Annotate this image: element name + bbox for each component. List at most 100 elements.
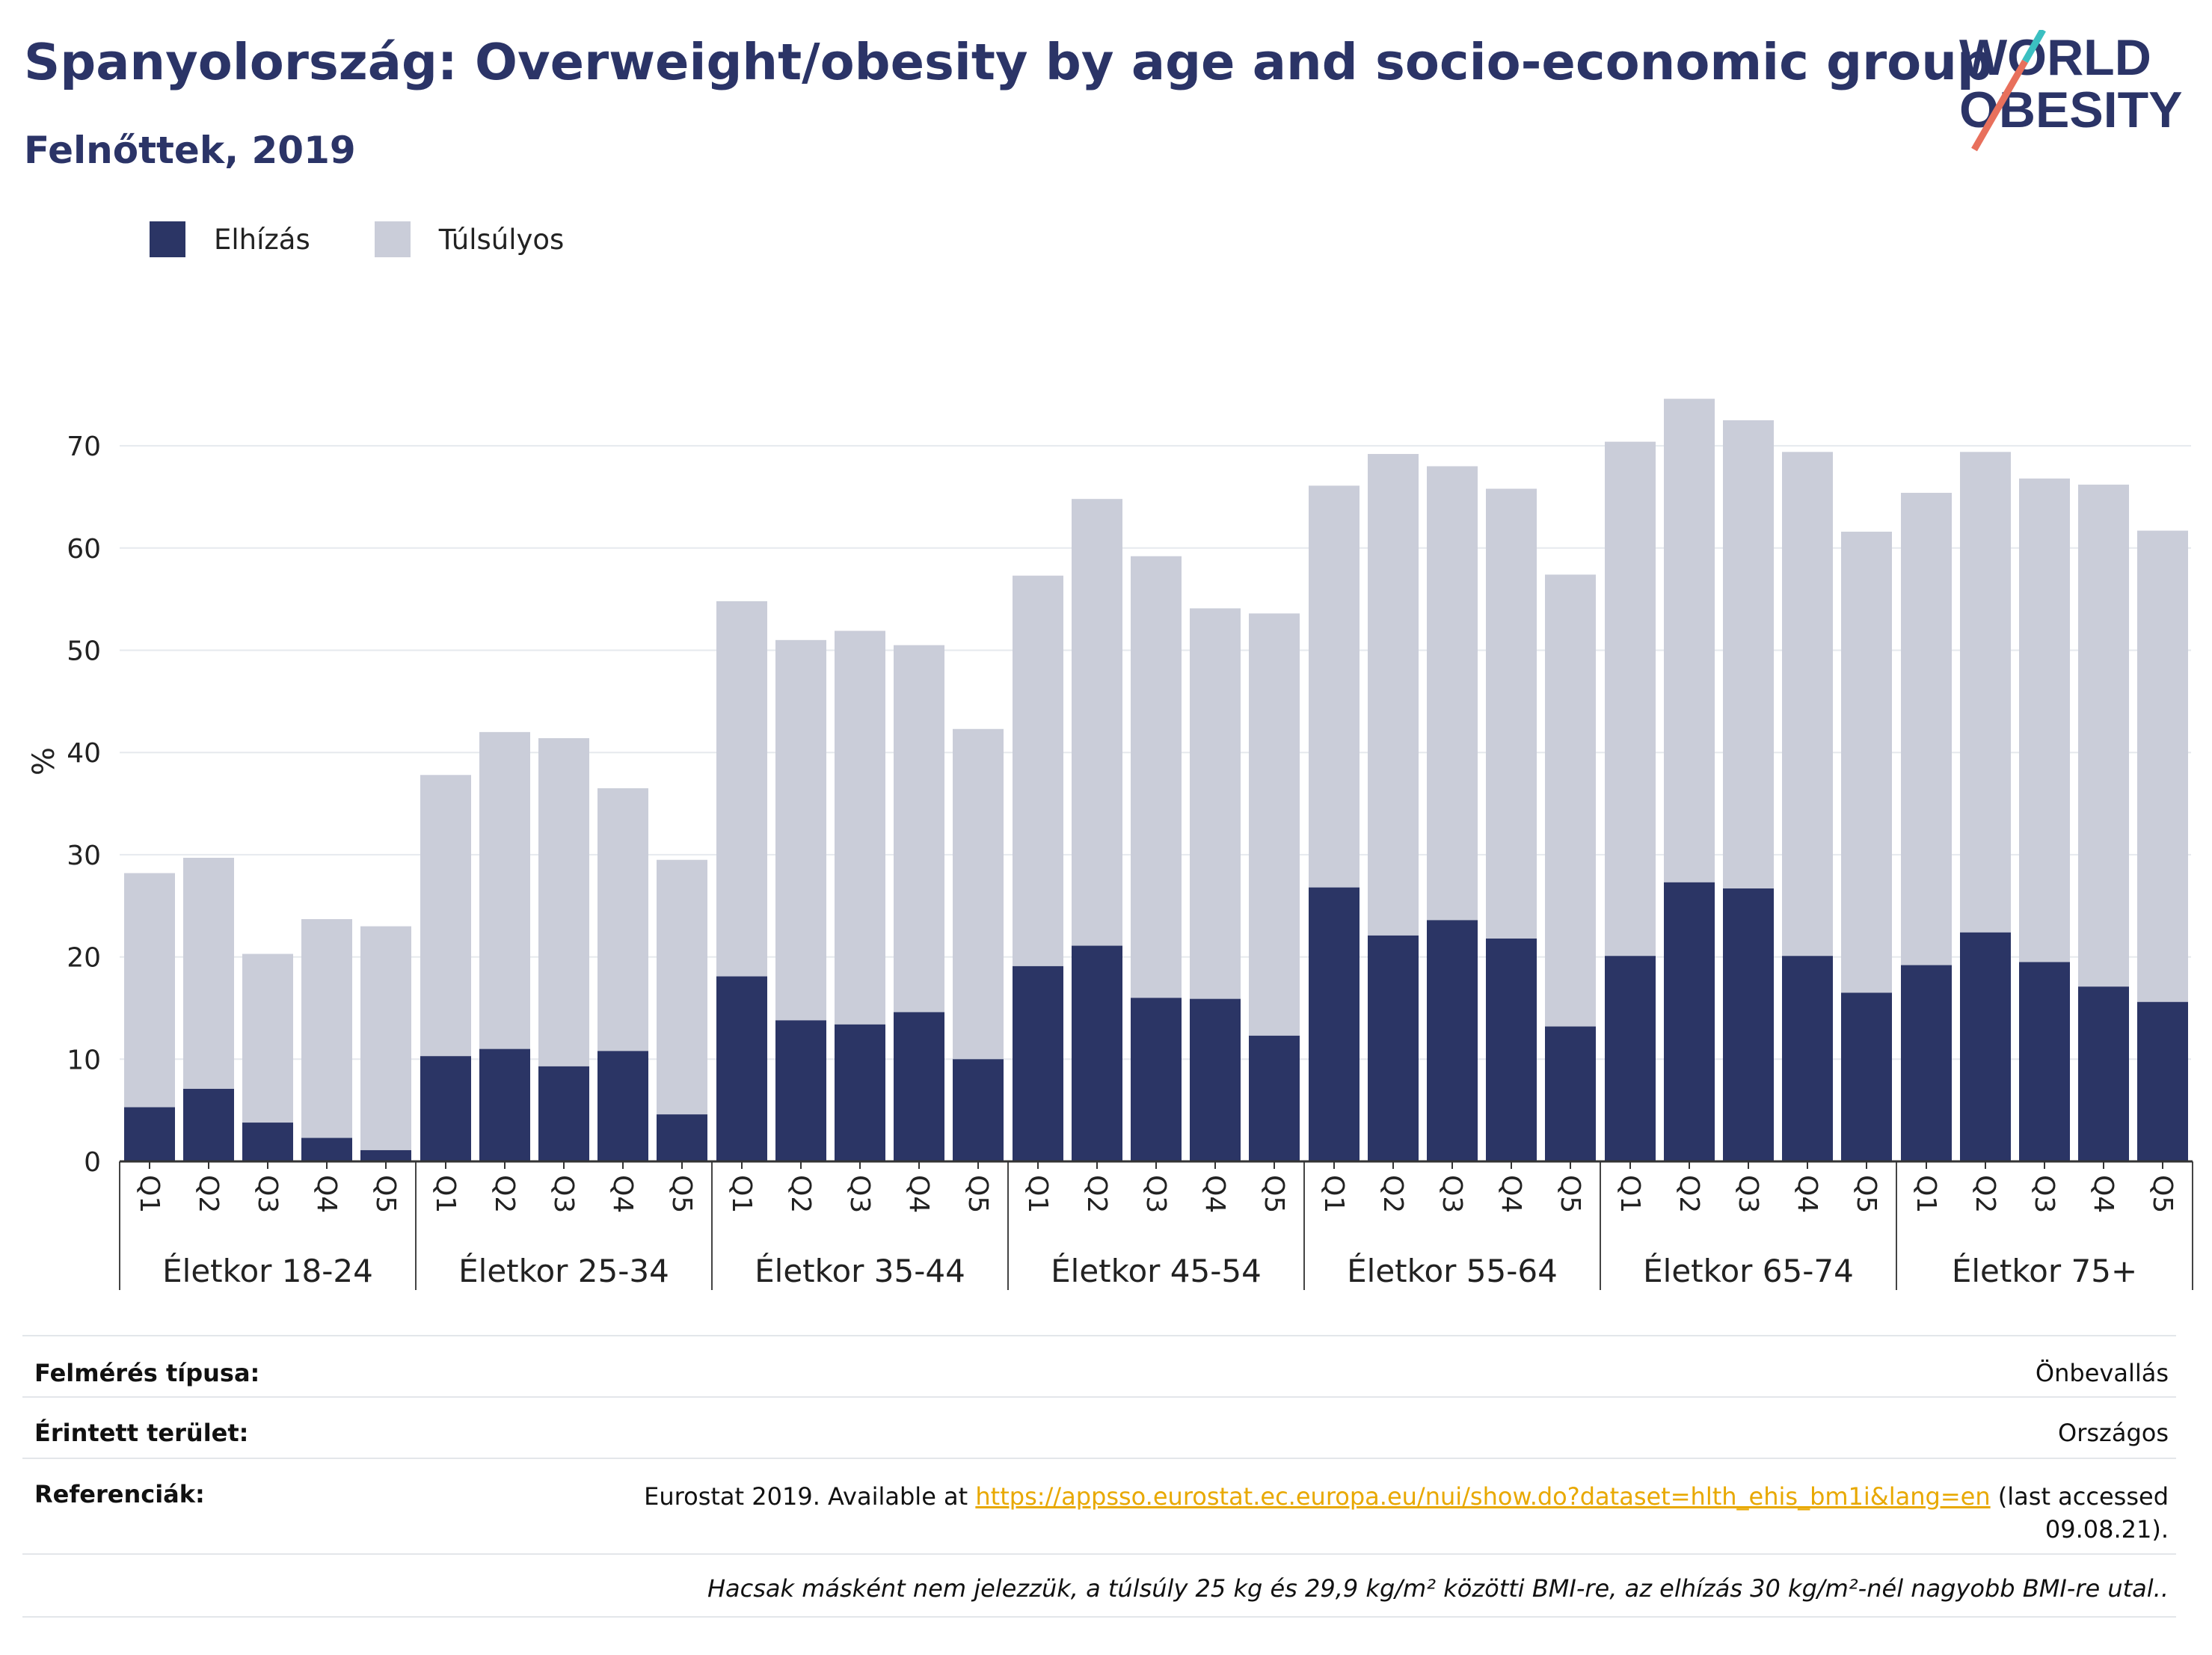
bar-obesity (1427, 920, 1478, 1161)
info-row-area: Érintett terület: Országos (22, 1396, 2176, 1459)
legend-swatch-overweight (374, 221, 411, 257)
bar-overweight (1309, 485, 1360, 888)
x-category-label: Q5 (2147, 1175, 2178, 1213)
bar-overweight (835, 630, 885, 1025)
x-group-label: Életkor 55-64 (1347, 1252, 1558, 1289)
x-category-label: Q5 (1851, 1175, 1881, 1213)
x-category-label: Q4 (1792, 1175, 1822, 1213)
x-category-label: Q3 (844, 1175, 875, 1213)
x-group-label: Életkor 25-34 (458, 1252, 669, 1289)
bar-overweight (1368, 454, 1419, 936)
info-key-area: Érintett terület: (34, 1419, 249, 1447)
legend: Elhízás Túlsúlyos (150, 221, 609, 257)
bar-overweight (1960, 452, 2011, 933)
bar-obesity (420, 1056, 471, 1161)
info-key-references: Referenciák: (34, 1480, 205, 1508)
bar-obesity (1013, 965, 1063, 1161)
bar-obesity (479, 1048, 530, 1161)
x-category-label: Q4 (1199, 1175, 1230, 1213)
bar-obesity (183, 1088, 234, 1161)
bar-overweight (1545, 574, 1596, 1027)
bar-obesity (894, 1012, 944, 1161)
bar-obesity (835, 1024, 885, 1161)
bar-overweight (1782, 452, 1833, 957)
x-category-label: Q2 (1674, 1175, 1704, 1213)
bar-overweight (894, 645, 944, 1013)
bar-overweight (1427, 466, 1478, 921)
x-category-label: Q3 (548, 1175, 579, 1213)
info-value-references: Eurostat 2019. Available at https://apps… (644, 1480, 2169, 1546)
x-category-label: Q5 (370, 1175, 401, 1213)
x-category-label: Q2 (785, 1175, 816, 1213)
bar-obesity (953, 1059, 1004, 1161)
bar-obesity (1782, 956, 1833, 1161)
bar-obesity (1249, 1035, 1300, 1161)
logo-slash-teal (2022, 30, 2046, 64)
bar-overweight (1013, 575, 1063, 966)
bar-obesity (1841, 992, 1892, 1161)
bar-obesity (360, 1149, 411, 1161)
info-key-survey-type: Felmérés típusa: (34, 1359, 260, 1387)
bar-overweight (775, 639, 826, 1021)
y-axis-label: % (27, 747, 61, 776)
bar-obesity (242, 1123, 293, 1161)
bar-obesity (1368, 935, 1419, 1161)
x-category-label: Q1 (1022, 1175, 1053, 1213)
y-tick-label: 20 (67, 943, 101, 974)
x-category-label: Q5 (962, 1175, 993, 1213)
reference-prefix: Eurostat 2019. Available at (644, 1482, 976, 1511)
x-category-label: Q2 (193, 1175, 224, 1213)
y-tick-label: 0 (84, 1147, 101, 1178)
info-row-survey-type: Felmérés típusa: Önbevallás (22, 1335, 2176, 1398)
y-tick-label: 30 (67, 841, 101, 871)
bar-overweight (2078, 485, 2129, 987)
legend-label-overweight: Túlsúlyos (438, 223, 565, 256)
x-category-label: Q5 (666, 1175, 697, 1213)
x-group-label: Életkor 18-24 (162, 1252, 373, 1289)
bar-overweight (1486, 488, 1537, 939)
page-subtitle: Felnőttek, 2019 (24, 129, 356, 172)
bar-obesity (301, 1137, 352, 1161)
bar-overweight (1841, 531, 1892, 993)
reference-line2: 09.08.21). (2044, 1515, 2169, 1544)
info-row-note: Hacsak másként nem jelezzük, a túlsúly 2… (22, 1553, 2176, 1618)
bar-obesity (1072, 945, 1122, 1161)
bar-overweight (1723, 420, 1774, 889)
legend-item-obesity: Elhízás (150, 221, 310, 257)
x-category-label: Q3 (1437, 1175, 1467, 1213)
bar-overweight (1664, 399, 1715, 882)
x-category-label: Q1 (1318, 1175, 1349, 1213)
legend-label-obesity: Elhízás (214, 223, 310, 256)
bar-overweight (183, 858, 234, 1089)
reference-link[interactable]: https://appsso.eurostat.ec.europa.eu/nui… (975, 1482, 1991, 1511)
x-category-label: Q4 (903, 1175, 934, 1213)
y-tick-label: 10 (67, 1045, 101, 1075)
x-category-label: Q1 (1615, 1175, 1645, 1213)
bar-obesity (597, 1051, 648, 1161)
bar-obesity (1605, 956, 1656, 1161)
bar-obesity (775, 1020, 826, 1161)
x-category-label: Q5 (1259, 1175, 1289, 1213)
x-category-label: Q2 (1377, 1175, 1408, 1213)
bar-overweight (657, 859, 707, 1115)
x-category-label: Q2 (489, 1175, 520, 1213)
y-tick-label: 70 (67, 432, 101, 462)
x-category-label: Q3 (1733, 1175, 1763, 1213)
bar-obesity (1723, 888, 1774, 1161)
bar-obesity (1309, 887, 1360, 1161)
info-value-area: Országos (2058, 1419, 2169, 1447)
x-category-label: Q2 (1970, 1175, 2000, 1213)
bar-overweight (1605, 441, 1656, 957)
x-category-label: Q1 (430, 1175, 461, 1213)
bar-overweight (1901, 492, 1952, 965)
logo-word-world: WORLD (1959, 30, 2151, 86)
legend-swatch-obesity (150, 221, 185, 257)
bar-obesity (538, 1066, 589, 1161)
x-group-label: Életkor 75+ (1952, 1252, 2137, 1289)
bar-obesity (716, 976, 767, 1161)
x-category-label: Q4 (1496, 1175, 1526, 1213)
bar-obesity (1486, 938, 1537, 1161)
bar-obesity (657, 1114, 707, 1161)
bar-overweight (1190, 608, 1241, 999)
x-group-label: Életkor 35-44 (755, 1252, 965, 1289)
